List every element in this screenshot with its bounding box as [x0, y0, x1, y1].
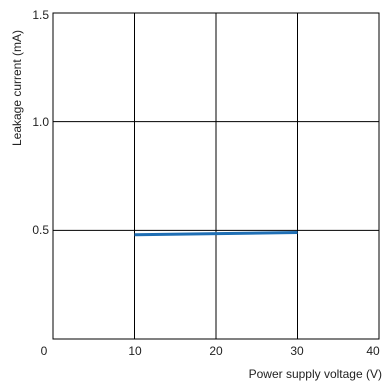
y-tick-label-1-5: 1.5 [32, 8, 49, 22]
x-tick-label-30: 30 [290, 344, 304, 358]
y-tick-label-1-0: 1.0 [32, 115, 49, 129]
y-tick-label-0-5: 0.5 [32, 223, 49, 237]
x-tick-label-10: 10 [128, 344, 142, 358]
x-tick-label-40: 40 [366, 344, 380, 358]
x-tick-label-0: 0 [41, 344, 48, 358]
series-line-0 [134, 231, 298, 237]
series-group [134, 231, 298, 237]
x-axis-label: Power supply voltage (V) [249, 367, 382, 381]
plot-frame [52, 12, 380, 340]
x-tick-label-20: 20 [209, 344, 223, 358]
grid-lines [53, 13, 379, 339]
y-axis-label: Leakage current (mA) [10, 30, 24, 146]
